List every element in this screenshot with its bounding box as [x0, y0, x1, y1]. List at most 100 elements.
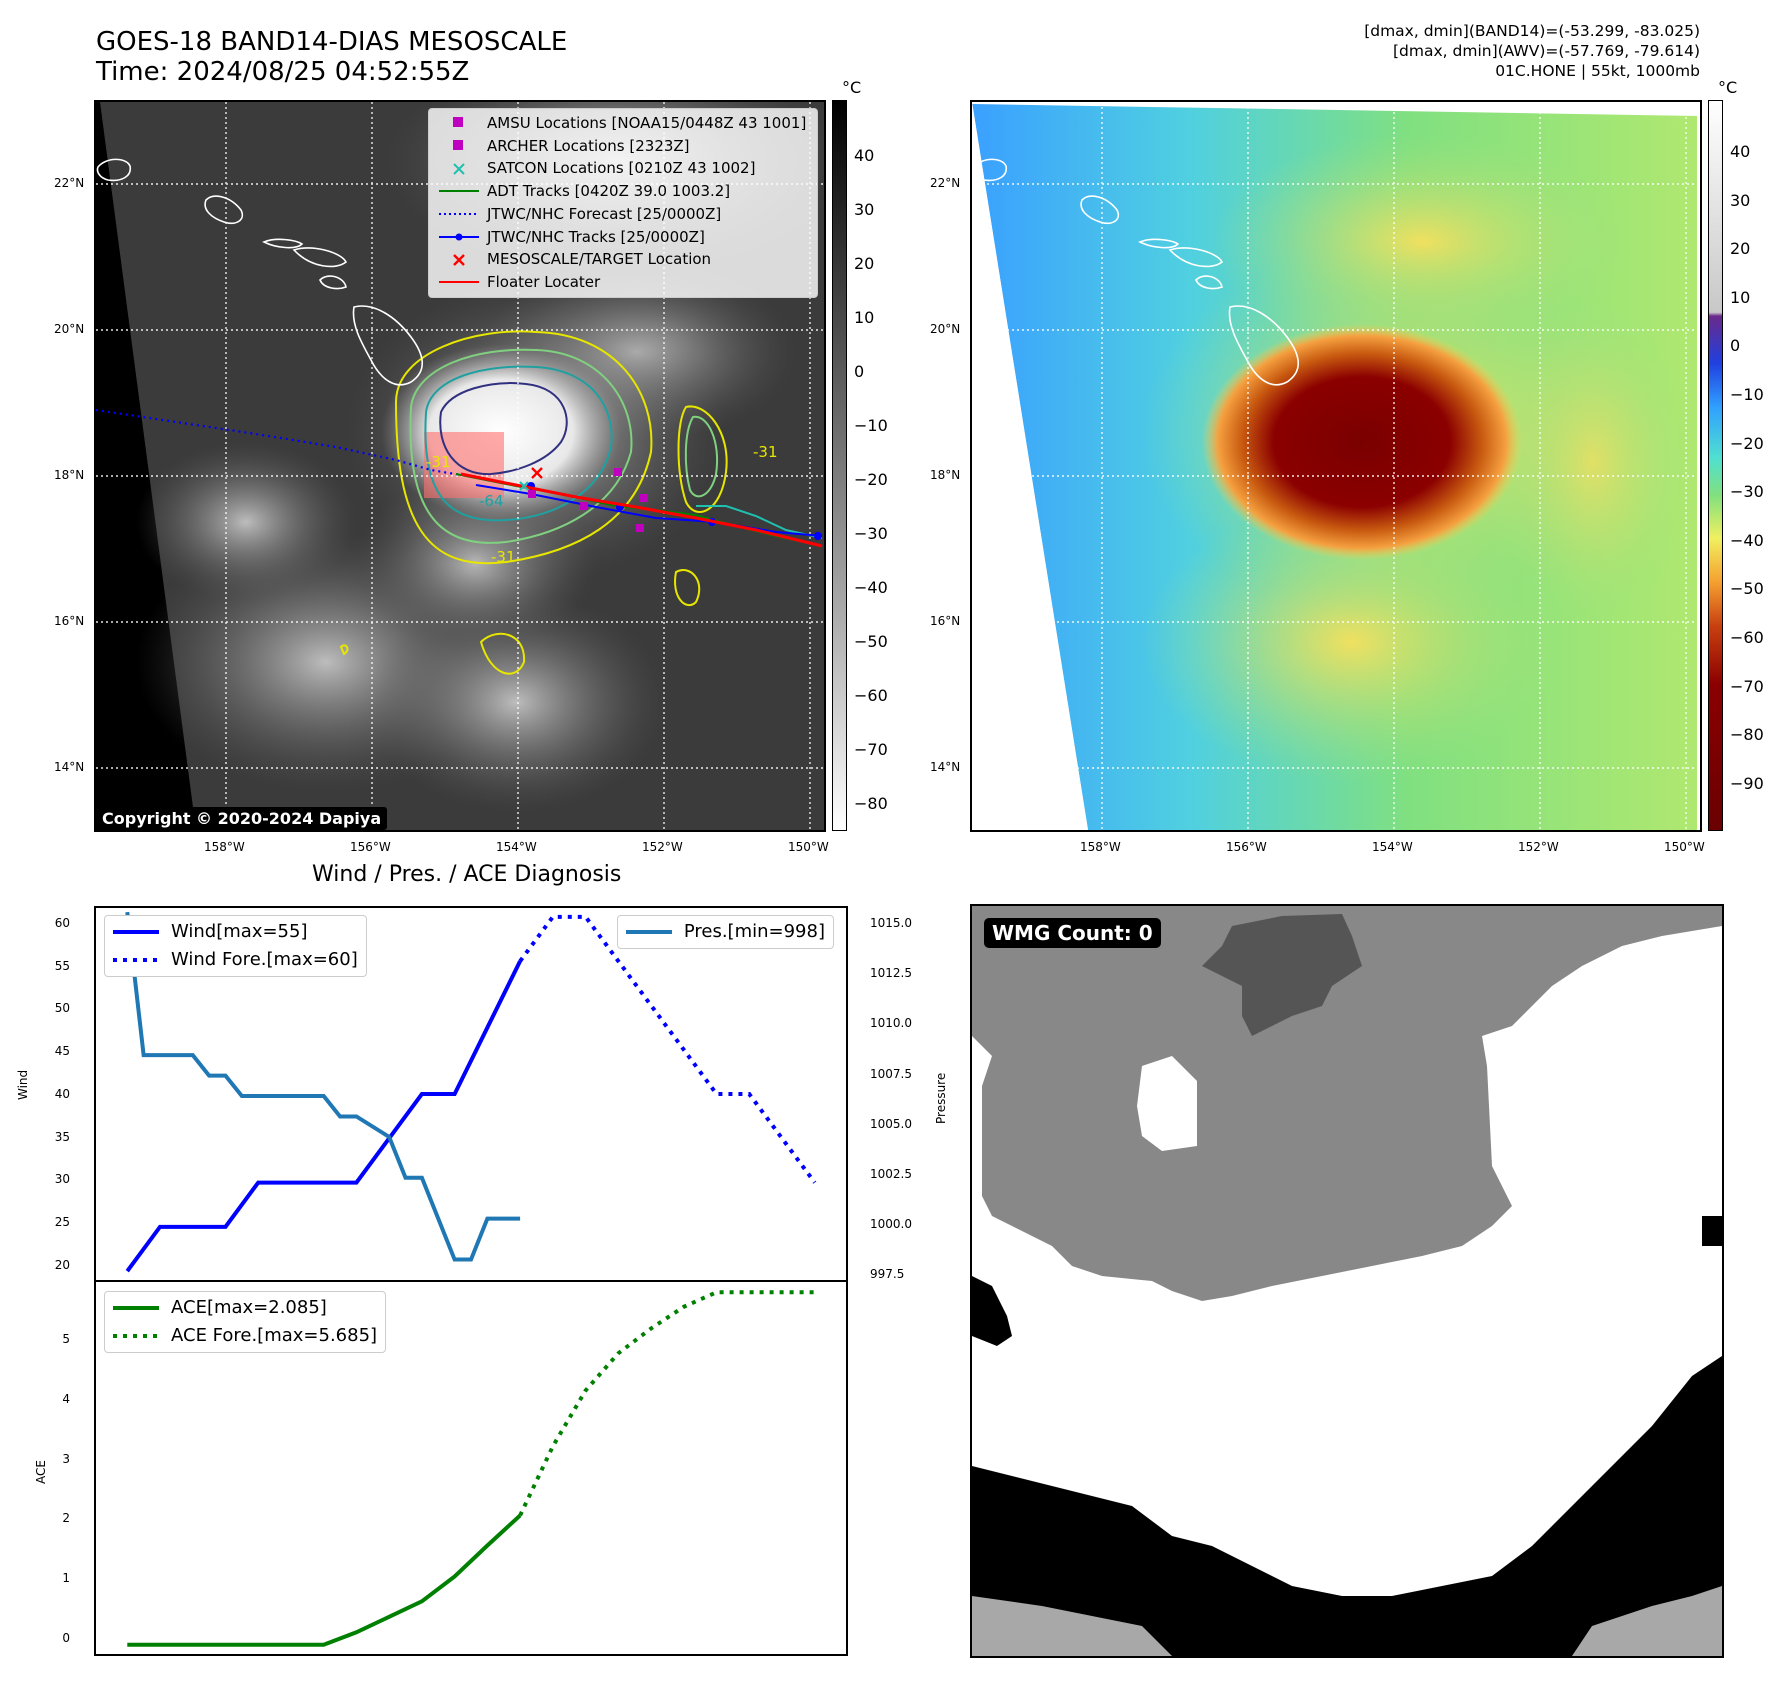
- axis-tick-label: 1005.0: [870, 1116, 912, 1131]
- axis-tick-label: 50: [54, 1001, 70, 1016]
- colorbar-tick: −20: [854, 470, 888, 489]
- lat-label: 14°N: [930, 760, 961, 774]
- colorbar-tick: 20: [854, 254, 875, 273]
- legend-item: MESOSCALE/TARGET Location: [437, 248, 809, 271]
- lon-label: 156°W: [350, 840, 391, 854]
- colorbar-tick: −20: [1730, 433, 1764, 453]
- wmg-count-badge: WMG Count: 0: [984, 918, 1161, 948]
- legend-item: ADT Tracks [0420Z 39.0 1003.2]: [437, 180, 809, 203]
- axis-tick-label: 1007.5: [870, 1066, 912, 1081]
- wmg-panel: WMG Count: 0: [970, 904, 1724, 1658]
- wind-pressure-plot: [125, 911, 817, 1273]
- colorbar-tick: −70: [854, 740, 888, 759]
- lat-label: 22°N: [54, 176, 85, 190]
- awv-map-panel: [970, 100, 1702, 832]
- axis-tick-label: 55: [54, 958, 70, 973]
- ace-plot: [127, 1290, 815, 1647]
- lon-label: 150°W: [788, 840, 829, 854]
- legend-item: ACE Fore.[max=5.685]: [113, 1322, 377, 1350]
- lat-label: 14°N: [54, 760, 85, 774]
- copyright-badge: Copyright © 2020-2024 Dapiya: [96, 807, 388, 830]
- color-colorbar-unit: °C: [1718, 78, 1738, 97]
- axis-tick-label: 1002.5: [870, 1167, 912, 1181]
- axis-tick-label: 25: [54, 1214, 70, 1229]
- legend-item: Wind[max=55]: [113, 918, 358, 946]
- lat-label: 20°N: [930, 322, 961, 336]
- lat-label: 22°N: [930, 176, 961, 190]
- colorbar-tick: −50: [1730, 579, 1764, 599]
- lon-label: 158°W: [204, 840, 245, 854]
- colorbar-tick: −40: [854, 578, 888, 597]
- lon-label: 156°W: [1226, 840, 1267, 854]
- colorbar-tick: −30: [854, 524, 888, 543]
- axis-tick-label: 4: [62, 1391, 70, 1406]
- axis-tick-label: 60: [54, 916, 70, 930]
- contour-label: -31: [426, 453, 451, 471]
- series-line: [125, 911, 521, 1262]
- figure-title: GOES-18 BAND14-DIAS MESOSCALE: [96, 27, 568, 57]
- axis-tick-label: 35: [54, 1129, 70, 1144]
- axis-tick-label: 1000.0: [870, 1217, 912, 1232]
- colorbar-tick: −40: [1730, 530, 1764, 550]
- ace-legend: ACE[max=2.085] ACE Fore.[max=5.685]: [104, 1291, 387, 1353]
- gray-colorbar: [832, 100, 847, 831]
- axis-tick-label: 1: [62, 1571, 70, 1586]
- map-legend: AMSU Locations [NOAA15/0448Z 43 1001] AR…: [428, 108, 818, 298]
- axis-tick-label: 3: [62, 1451, 70, 1466]
- lon-label: 154°W: [1372, 840, 1413, 854]
- colorbar-tick: −80: [1730, 725, 1764, 745]
- colorbar-tick: 10: [1730, 287, 1751, 307]
- wind-axis-label: Wind: [16, 1069, 30, 1100]
- lon-label: 154°W: [496, 840, 537, 854]
- legend-item: Wind Fore.[max=60]: [113, 946, 358, 974]
- legend-item: AMSU Locations [NOAA15/0448Z 43 1001]: [437, 112, 809, 135]
- axis-tick-label: 20: [54, 1257, 70, 1272]
- axis-tick-label: 2: [62, 1511, 70, 1526]
- wind-legend: Wind[max=55] Wind Fore.[max=60]: [104, 915, 367, 977]
- legend-item: JTWC/NHC Tracks [25/0000Z]: [437, 226, 809, 249]
- gray-colorbar-unit: °C: [842, 78, 862, 97]
- lon-label: 150°W: [1664, 840, 1705, 854]
- dotted-line-icon: [437, 211, 481, 217]
- contour-label: -64: [479, 492, 504, 510]
- pressure-axis-label: Pressure: [934, 1072, 948, 1124]
- legend-item: ACE[max=2.085]: [113, 1294, 377, 1322]
- line-icon: [437, 188, 481, 194]
- diagnosis-title: Wind / Pres. / ACE Diagnosis: [312, 862, 622, 887]
- legend-item: Floater Locater: [437, 271, 809, 294]
- legend-item: JTWC/NHC Forecast [25/0000Z]: [437, 203, 809, 226]
- colorbar-tick: 20: [1730, 239, 1751, 259]
- colorbar-tick: −10: [1730, 385, 1764, 404]
- dotted-line-icon: [113, 957, 161, 963]
- x-marker-icon: [437, 253, 481, 266]
- colorbar-tick: 0: [854, 362, 865, 381]
- colorbar-tick: 0: [1730, 336, 1741, 356]
- x-marker-icon: [437, 163, 481, 175]
- ir-map-panel: -31 -64 -31 -31 AMSU Locations [NOAA15/0…: [94, 100, 826, 832]
- info-awv: [dmax, dmin](AWV)=(-57.769, -79.614): [1393, 42, 1700, 60]
- axis-tick-label: 997.5: [870, 1267, 905, 1282]
- lon-label: 158°W: [1080, 840, 1121, 854]
- axis-tick-label: 0: [62, 1631, 70, 1645]
- line-icon: [437, 279, 481, 285]
- axis-tick-label: 30: [54, 1172, 70, 1187]
- colorbar-tick: 30: [854, 200, 875, 219]
- colorbar-tick: −70: [1730, 676, 1764, 696]
- colorbar-tick: −10: [854, 416, 888, 435]
- solid-line-icon: [113, 929, 161, 935]
- colorbar-tick: −30: [1730, 482, 1764, 502]
- lat-label: 18°N: [54, 468, 85, 482]
- lat-label: 20°N: [54, 322, 85, 336]
- colorbar-tick: −60: [854, 686, 888, 705]
- square-marker-icon: [437, 140, 481, 152]
- axis-tick-label: 45: [54, 1044, 70, 1059]
- colorbar-tick: 10: [854, 308, 875, 327]
- colorbar-tick: 30: [1730, 190, 1751, 210]
- axis-tick-label: 1012.5: [870, 966, 912, 981]
- contour-label: -31: [491, 548, 516, 566]
- line-dot-icon: [437, 232, 481, 242]
- dotted-line-icon: [113, 1333, 161, 1339]
- colorbar-tick: −80: [854, 794, 888, 813]
- color-colorbar: [1708, 100, 1723, 831]
- figure-time: Time: 2024/08/25 04:52:55Z: [96, 57, 470, 87]
